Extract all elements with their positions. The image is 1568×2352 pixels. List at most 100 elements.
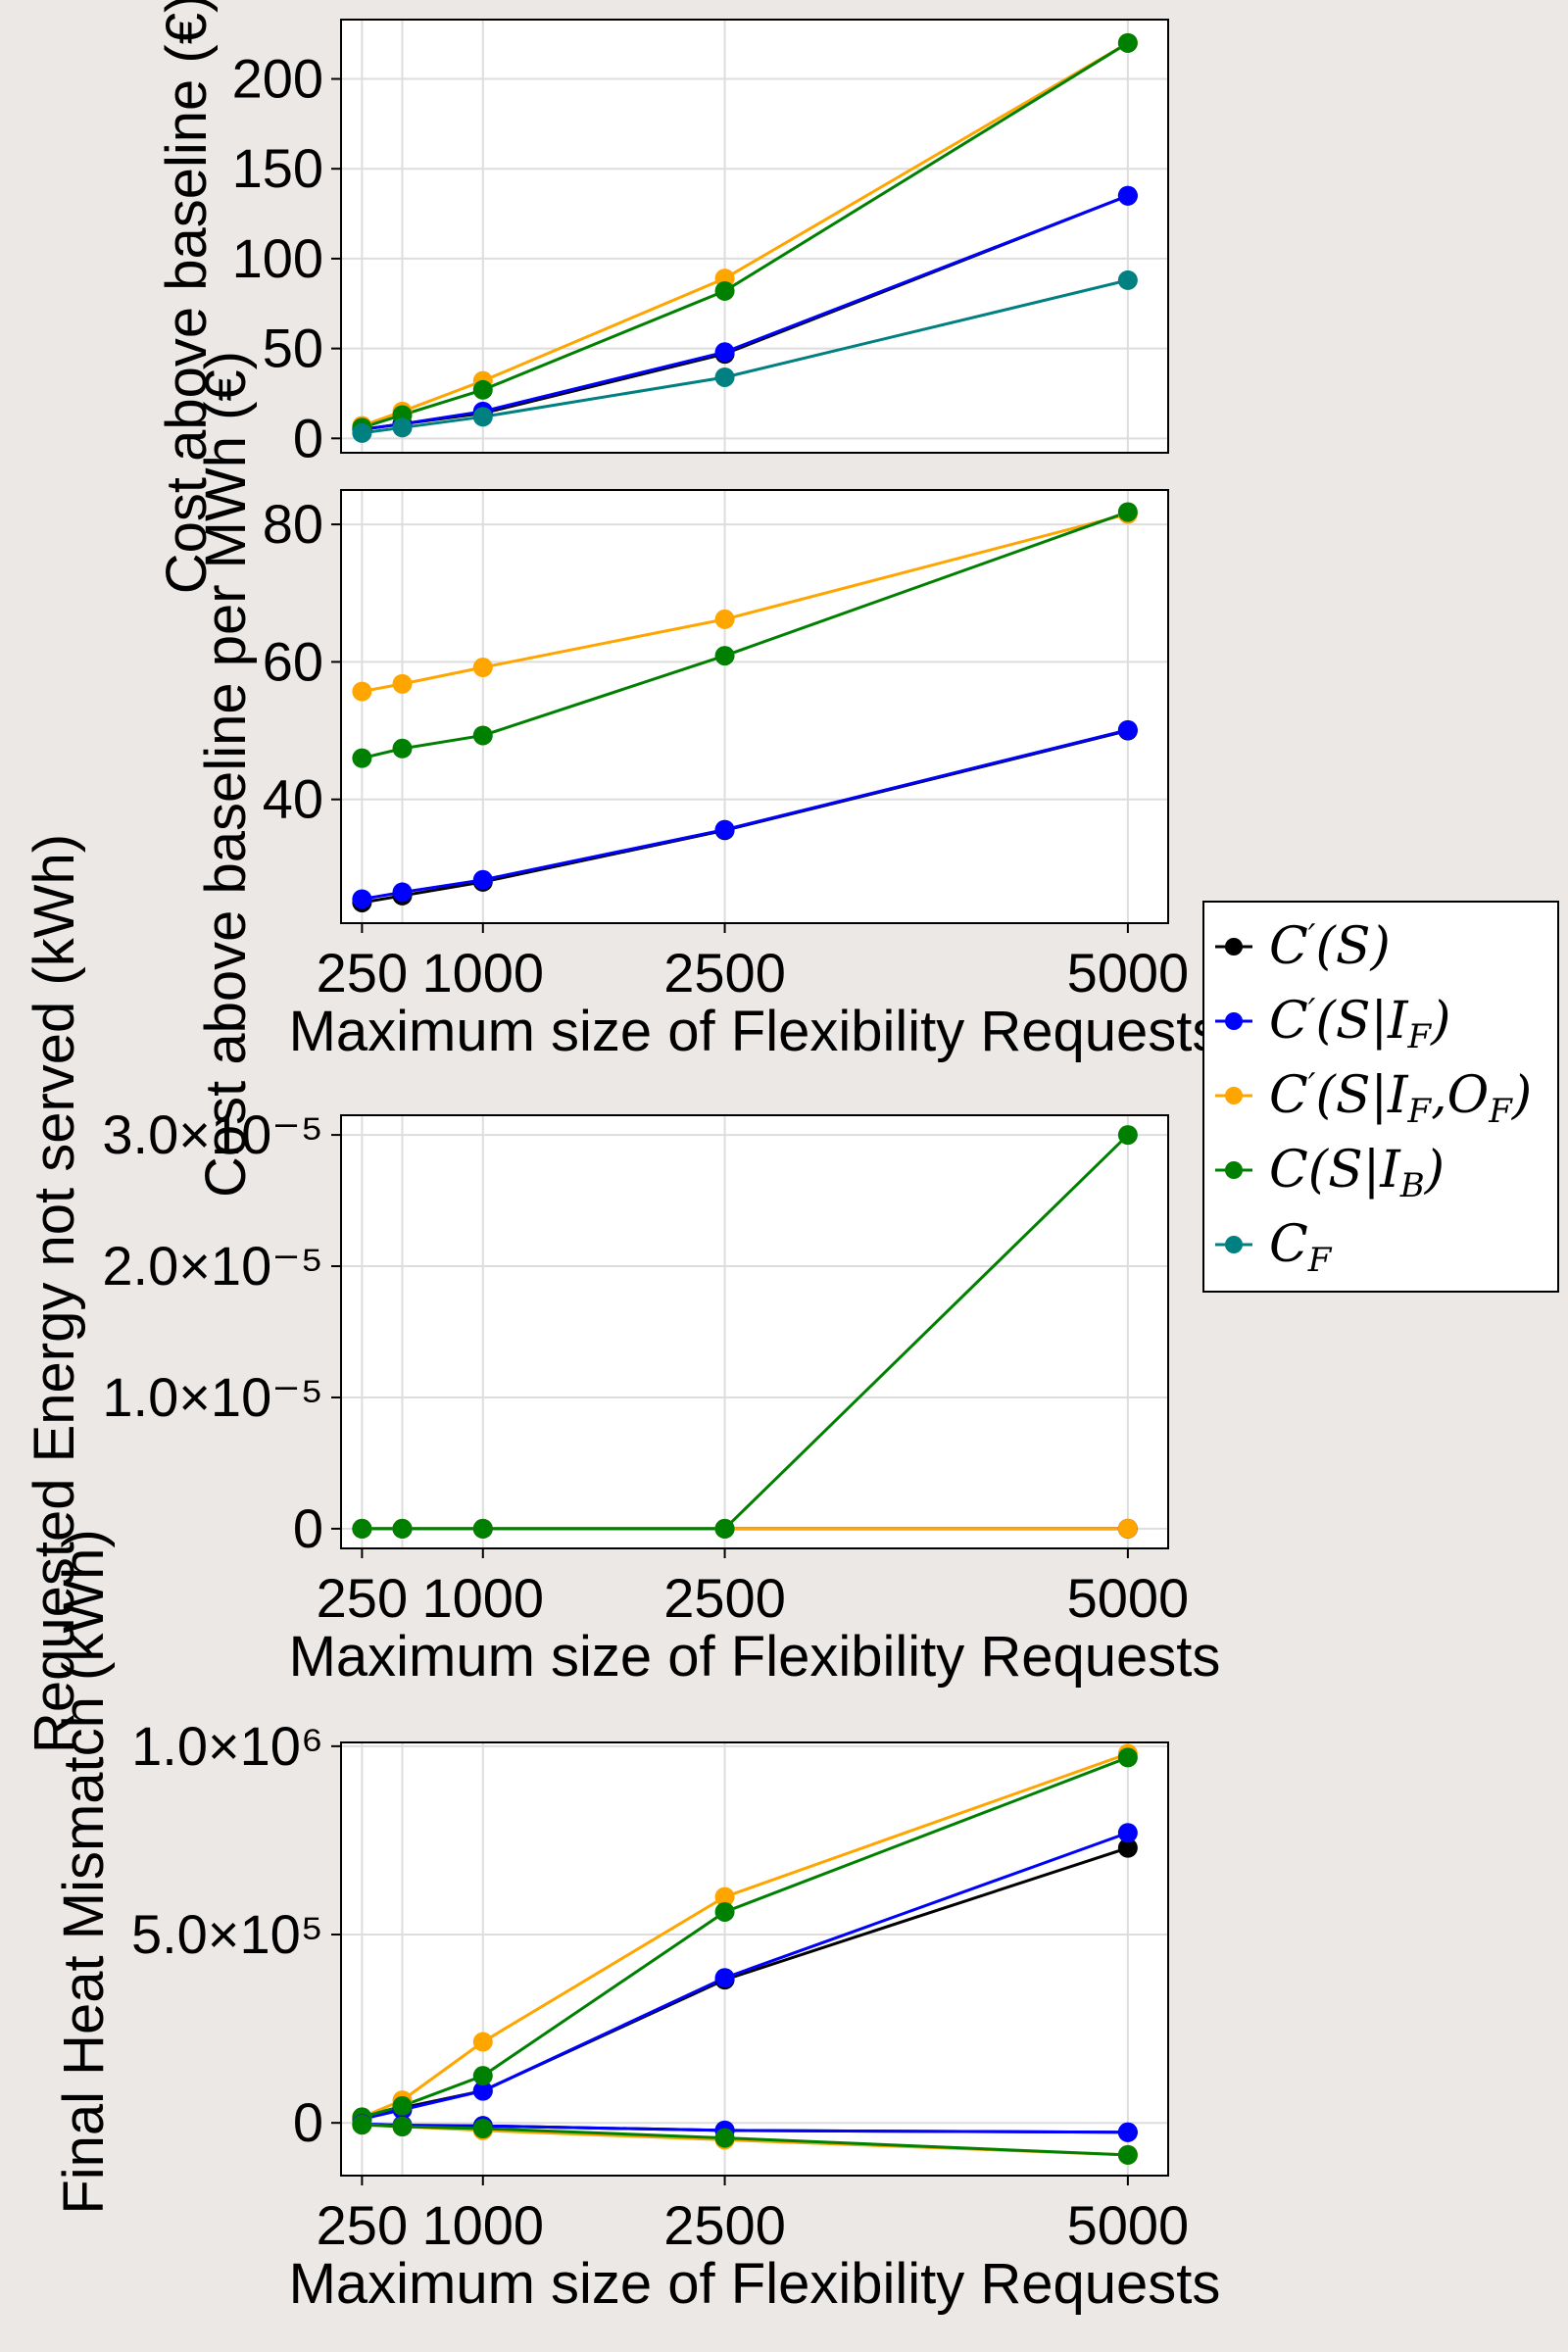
x-tick-label: 250 — [317, 2194, 408, 2256]
data-point — [1117, 719, 1138, 740]
legend-label: CF — [1269, 1215, 1333, 1280]
data-point — [1117, 2144, 1138, 2165]
y-tick-label: 0 — [293, 407, 323, 468]
x-tick-label: 1000 — [421, 942, 544, 1004]
plot-frame — [340, 1114, 1169, 1549]
data-point — [1117, 185, 1138, 206]
data-point — [352, 422, 372, 443]
y-tick-label: 1.0×10⁶ — [131, 1715, 323, 1777]
data-point — [472, 2032, 493, 2052]
legend: C′(S) C′(S|IF) C′(S|IF,OF) C(S|IB) CF — [1202, 901, 1559, 1293]
data-point — [392, 1518, 413, 1539]
data-point — [714, 1968, 735, 1988]
x-tick-label: 2500 — [663, 2194, 786, 2256]
y-tick-label: 2.0×10⁻⁵ — [102, 1235, 323, 1297]
data-point — [392, 882, 413, 903]
y-axis-label: Cost above baseline (€) — [155, 0, 219, 594]
data-point — [714, 342, 735, 363]
data-point — [472, 1518, 493, 1539]
x-tick-label: 5000 — [1067, 942, 1190, 1004]
legend-label: C(S|IB) — [1269, 1141, 1445, 1205]
legend-marker — [1225, 1161, 1243, 1179]
y-tick-label: 50 — [263, 318, 323, 379]
data-point — [1117, 32, 1138, 53]
x-tick-label: 2500 — [663, 1567, 786, 1629]
y-tick-label: 150 — [232, 137, 323, 199]
data-point — [472, 2118, 493, 2138]
x-tick-label: 1000 — [421, 2194, 544, 2256]
plot-frame — [340, 19, 1169, 454]
data-point — [1117, 1747, 1138, 1768]
plot-frame — [340, 489, 1169, 924]
legend-marker — [1225, 1087, 1243, 1104]
plot-area — [341, 490, 1168, 923]
x-tick-label: 5000 — [1067, 1567, 1190, 1629]
data-point — [392, 417, 413, 438]
legend-marker — [1225, 1236, 1243, 1253]
y-tick-label: 0 — [293, 2091, 323, 2153]
data-point — [714, 1901, 735, 1922]
x-tick-label: 1000 — [421, 1567, 544, 1629]
data-point — [1117, 270, 1138, 290]
x-tick-label: 250 — [317, 942, 408, 1004]
data-point — [352, 2115, 372, 2135]
y-tick-label: 60 — [263, 630, 323, 692]
data-point — [352, 681, 372, 702]
y-tick-label: 1.0×10⁻⁵ — [102, 1366, 323, 1428]
y-tick-label: 3.0×10⁻⁵ — [102, 1103, 323, 1165]
data-point — [1117, 1823, 1138, 1843]
y-tick-label: 5.0×10⁵ — [131, 1903, 323, 1965]
x-axis-label: Maximum size of Flexibility Requests — [289, 1000, 1221, 1063]
data-point — [714, 1886, 735, 1907]
plot-area — [341, 1115, 1168, 1548]
data-point — [1117, 1518, 1138, 1539]
x-axis-label: Maximum size of Flexibility Requests — [289, 2252, 1221, 2316]
legend-marker — [1225, 1012, 1243, 1030]
plot-frame — [340, 1741, 1169, 2177]
x-tick-label: 5000 — [1067, 2194, 1190, 2256]
data-point — [352, 1518, 372, 1539]
data-point — [472, 869, 493, 890]
y-tick-label: 40 — [263, 768, 323, 830]
data-point — [714, 2128, 735, 2148]
data-point — [472, 379, 493, 400]
x-tick-label: 2500 — [663, 942, 786, 1004]
data-point — [714, 819, 735, 840]
data-point — [714, 609, 735, 629]
plot-area — [341, 1742, 1168, 2176]
data-point — [392, 738, 413, 759]
y-tick-label: 0 — [293, 1497, 323, 1559]
y-tick-label: 200 — [232, 48, 323, 110]
data-point — [1117, 1838, 1138, 1858]
data-point — [392, 2095, 413, 2116]
y-axis-label: Final Heat Mismatch (kWh) — [52, 1529, 116, 2214]
data-point — [352, 889, 372, 909]
data-point — [714, 367, 735, 387]
y-axis-label: Cost above baseline per MWh (€) — [194, 351, 258, 1198]
x-tick-label: 250 — [317, 1567, 408, 1629]
data-point — [472, 407, 493, 427]
legend-marker — [1225, 938, 1243, 956]
data-point — [352, 748, 372, 768]
legend-label: C′(S) — [1269, 917, 1391, 976]
data-point — [472, 2066, 493, 2086]
data-point — [392, 673, 413, 694]
data-point — [472, 658, 493, 678]
data-point — [472, 725, 493, 746]
x-axis-label: Maximum size of Flexibility Requests — [289, 1625, 1221, 1689]
data-point — [1117, 2122, 1138, 2142]
data-point — [1117, 1125, 1138, 1146]
data-point — [1117, 502, 1138, 522]
data-point — [472, 2081, 493, 2101]
data-point — [714, 646, 735, 666]
legend-box — [1202, 901, 1559, 1293]
y-tick-label: 100 — [232, 227, 323, 289]
legend-label: C′(S|IF,OF) — [1269, 1066, 1532, 1131]
y-tick-label: 80 — [263, 493, 323, 555]
data-point — [392, 2117, 413, 2137]
data-point — [714, 1518, 735, 1539]
